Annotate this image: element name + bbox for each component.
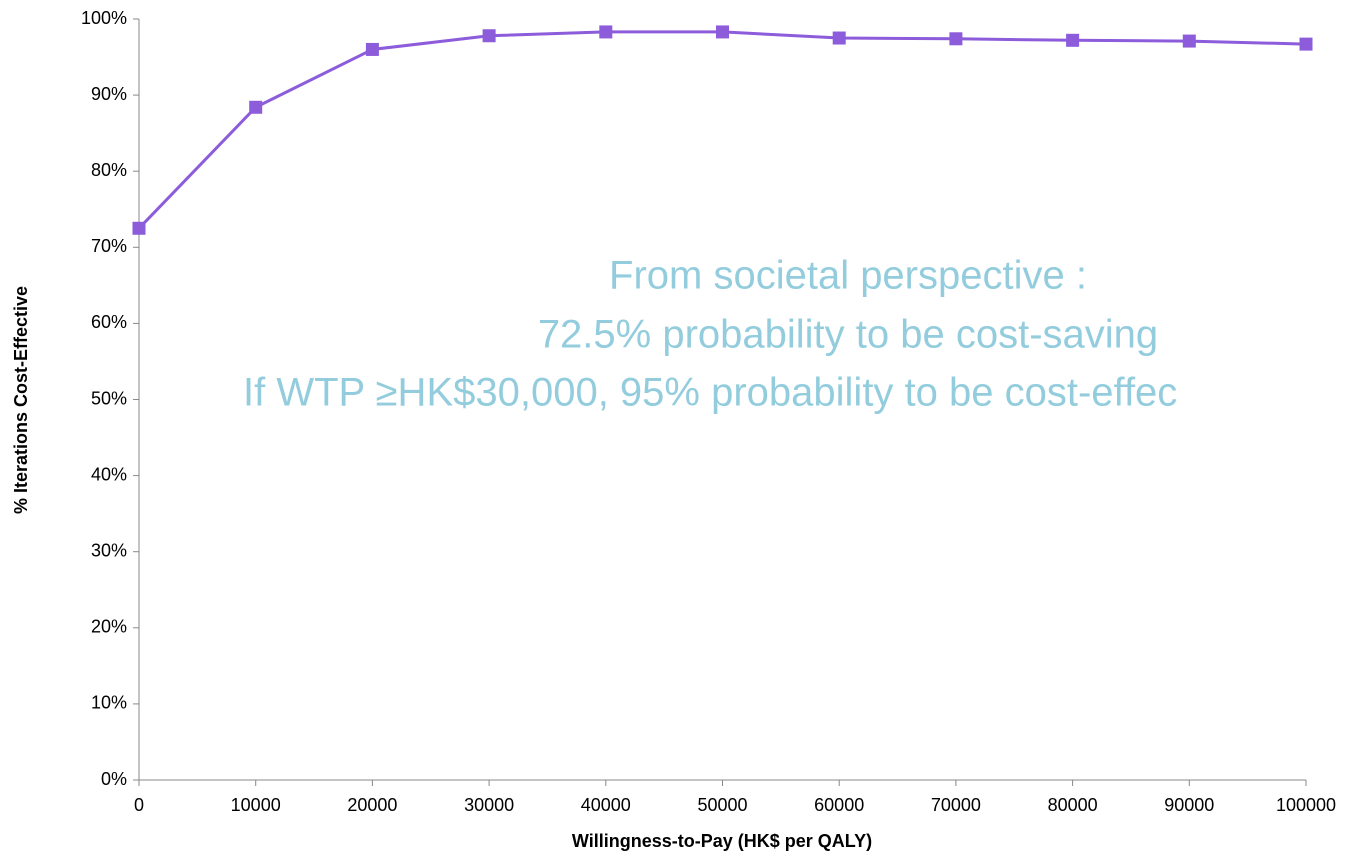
annotation: 72.5% probability to be cost-saving bbox=[538, 313, 1158, 357]
marker bbox=[482, 29, 496, 43]
y-tick-label: 40% bbox=[91, 464, 127, 484]
marker bbox=[949, 32, 963, 46]
y-tick-label: 50% bbox=[91, 388, 127, 408]
annotation: From societal perspective : bbox=[609, 254, 1087, 298]
series-line bbox=[137, 30, 1307, 230]
x-tick-label: 60000 bbox=[814, 795, 864, 815]
marker bbox=[132, 221, 146, 235]
annotation: If WTP ≥HK$30,000, 95% probability to be… bbox=[243, 371, 1177, 415]
x-tick-label: 10000 bbox=[231, 795, 281, 815]
y-tick-label: 100% bbox=[81, 8, 127, 28]
y-tick-label: 0% bbox=[101, 769, 127, 789]
x-tick-label: 0 bbox=[134, 795, 144, 815]
y-tick-label: 10% bbox=[91, 693, 127, 713]
y-tick-label: 80% bbox=[91, 160, 127, 180]
x-tick-label: 80000 bbox=[1048, 795, 1098, 815]
marker bbox=[716, 25, 729, 39]
x-tick-label: 100000 bbox=[1276, 795, 1336, 815]
marker bbox=[1299, 37, 1313, 51]
y-axis-title: % Iterations Cost-Effective bbox=[11, 286, 31, 514]
marker bbox=[249, 100, 263, 114]
x-tick-label: 30000 bbox=[464, 795, 514, 815]
x-tick-label: 40000 bbox=[581, 795, 631, 815]
y-tick-label: 20% bbox=[91, 617, 127, 637]
y-tick-label: 70% bbox=[91, 236, 127, 256]
y-tick-label: 90% bbox=[91, 84, 127, 104]
x-axis-title: Willingness-to-Pay (HK$ per QALY) bbox=[572, 831, 872, 851]
y-tick-label: 60% bbox=[91, 312, 127, 332]
marker bbox=[832, 31, 846, 45]
marker bbox=[365, 42, 379, 56]
marker bbox=[599, 25, 613, 39]
marker bbox=[1066, 33, 1080, 47]
x-tick-label: 50000 bbox=[697, 795, 747, 815]
x-tick-label: 70000 bbox=[931, 795, 981, 815]
y-tick-label: 30% bbox=[91, 540, 127, 560]
x-tick-label: 90000 bbox=[1164, 795, 1214, 815]
x-tick-label: 20000 bbox=[347, 795, 397, 815]
marker bbox=[1182, 34, 1196, 48]
